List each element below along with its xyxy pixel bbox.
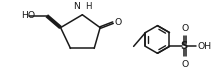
- Text: HO: HO: [21, 11, 35, 20]
- Text: S: S: [181, 41, 188, 51]
- Text: O: O: [181, 24, 188, 33]
- Text: OH: OH: [197, 42, 211, 51]
- Text: H: H: [85, 2, 92, 11]
- Text: O: O: [181, 60, 188, 69]
- Text: N: N: [74, 2, 80, 11]
- Text: O: O: [115, 18, 122, 27]
